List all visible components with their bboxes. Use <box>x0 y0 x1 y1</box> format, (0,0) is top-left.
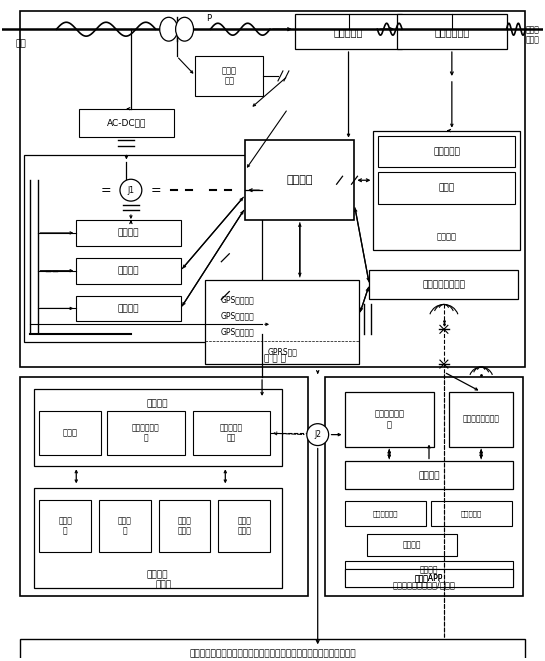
Text: 控温模块: 控温模块 <box>118 266 139 275</box>
FancyBboxPatch shape <box>20 11 525 367</box>
Text: 自控式继电器: 自控式继电器 <box>434 26 469 37</box>
FancyBboxPatch shape <box>295 15 402 49</box>
FancyBboxPatch shape <box>205 280 360 364</box>
Text: 电流传
感器: 电流传 感器 <box>222 66 237 86</box>
FancyBboxPatch shape <box>107 410 185 455</box>
Text: J2: J2 <box>314 430 321 439</box>
Text: 存储设备: 存储设备 <box>147 399 168 408</box>
FancyBboxPatch shape <box>373 131 520 250</box>
Text: 电能表APP: 电能表APP <box>415 573 443 582</box>
FancyBboxPatch shape <box>76 258 180 284</box>
FancyBboxPatch shape <box>325 377 523 596</box>
Text: 密钥库: 密钥库 <box>439 184 455 193</box>
Text: 服务器: 服务器 <box>156 580 172 590</box>
FancyBboxPatch shape <box>344 461 513 489</box>
FancyBboxPatch shape <box>367 534 457 556</box>
Text: 身份识
别功能: 身份识 别功能 <box>237 516 251 535</box>
Text: 数制库: 数制库 <box>63 428 78 438</box>
FancyBboxPatch shape <box>370 270 518 299</box>
Text: 电 能 表: 电 能 表 <box>264 354 286 363</box>
Text: 互联网第三方支付系统（如：网上银行、支付宝、财付通、手机银行）: 互联网第三方支付系统（如：网上银行、支付宝、财付通、手机银行） <box>189 650 356 659</box>
FancyBboxPatch shape <box>431 501 512 526</box>
FancyBboxPatch shape <box>34 389 282 467</box>
FancyBboxPatch shape <box>192 410 270 455</box>
Text: 短距无线通讯模块: 短距无线通讯模块 <box>422 280 465 289</box>
FancyBboxPatch shape <box>196 56 263 96</box>
Text: 主控程序: 主控程序 <box>147 570 168 580</box>
FancyBboxPatch shape <box>344 568 513 587</box>
Circle shape <box>120 179 142 201</box>
Text: 互联网通讯
模块: 互联网通讯 模块 <box>220 424 243 443</box>
Text: 登陆界面: 登陆界面 <box>420 565 438 574</box>
FancyBboxPatch shape <box>397 15 506 49</box>
Text: 密码输入框: 密码输入框 <box>461 510 482 517</box>
Text: 加密算法库: 加密算法库 <box>433 147 461 156</box>
Text: =: = <box>150 184 161 197</box>
Text: GPRS模块: GPRS模块 <box>268 348 298 357</box>
Circle shape <box>307 424 329 446</box>
FancyBboxPatch shape <box>20 377 308 596</box>
Text: P: P <box>206 15 211 23</box>
FancyBboxPatch shape <box>344 392 434 447</box>
Text: 计算功
能: 计算功 能 <box>58 516 72 535</box>
Text: 进线: 进线 <box>16 39 26 48</box>
FancyBboxPatch shape <box>79 108 174 137</box>
Text: 电能表APP: 电能表APP <box>415 573 443 582</box>
Text: 加密屏密算法
库: 加密屏密算法 库 <box>132 424 160 443</box>
FancyBboxPatch shape <box>344 501 426 526</box>
FancyBboxPatch shape <box>76 295 180 321</box>
Text: GPS码流解码: GPS码流解码 <box>220 327 254 336</box>
FancyBboxPatch shape <box>99 500 151 552</box>
Text: GPS定位功能: GPS定位功能 <box>220 295 254 305</box>
FancyBboxPatch shape <box>219 500 270 552</box>
FancyBboxPatch shape <box>344 568 513 587</box>
Text: 存储模块: 存储模块 <box>437 233 457 242</box>
FancyBboxPatch shape <box>39 410 101 455</box>
FancyBboxPatch shape <box>378 136 516 167</box>
Text: 智能移动设备（用户/员工）: 智能移动设备（用户/员工） <box>392 580 456 590</box>
FancyBboxPatch shape <box>39 500 91 552</box>
FancyBboxPatch shape <box>23 155 262 342</box>
Text: 显示模块: 显示模块 <box>118 304 139 313</box>
Text: 互联网通讯模
块: 互联网通讯模 块 <box>374 410 404 429</box>
FancyBboxPatch shape <box>20 639 525 661</box>
Text: 控制模块: 控制模块 <box>287 175 313 185</box>
FancyBboxPatch shape <box>159 500 210 552</box>
FancyBboxPatch shape <box>344 561 513 578</box>
Text: 数据储
密功能: 数据储 密功能 <box>178 516 191 535</box>
Text: 操作程序: 操作程序 <box>418 471 440 480</box>
FancyBboxPatch shape <box>245 141 354 220</box>
FancyBboxPatch shape <box>449 392 513 447</box>
Text: GPS授时功能: GPS授时功能 <box>220 311 254 321</box>
Ellipse shape <box>160 17 178 41</box>
Text: 短距无线通讯模块: 短距无线通讯模块 <box>463 414 500 424</box>
Text: 用户名输入框: 用户名输入框 <box>373 510 398 517</box>
Text: AC-DC电源: AC-DC电源 <box>107 118 146 127</box>
Text: 储能模块: 储能模块 <box>118 229 139 237</box>
FancyBboxPatch shape <box>378 173 516 204</box>
Text: 收费功
能: 收费功 能 <box>118 516 132 535</box>
Text: =: = <box>101 184 111 197</box>
FancyBboxPatch shape <box>34 488 282 588</box>
FancyBboxPatch shape <box>76 220 180 246</box>
Text: 电能计量表: 电能计量表 <box>334 26 363 37</box>
Ellipse shape <box>175 17 193 41</box>
Text: 用户家
中线路: 用户家 中线路 <box>525 25 539 45</box>
Text: J1: J1 <box>128 186 135 195</box>
Text: 景隐控组: 景隐控组 <box>403 541 421 549</box>
